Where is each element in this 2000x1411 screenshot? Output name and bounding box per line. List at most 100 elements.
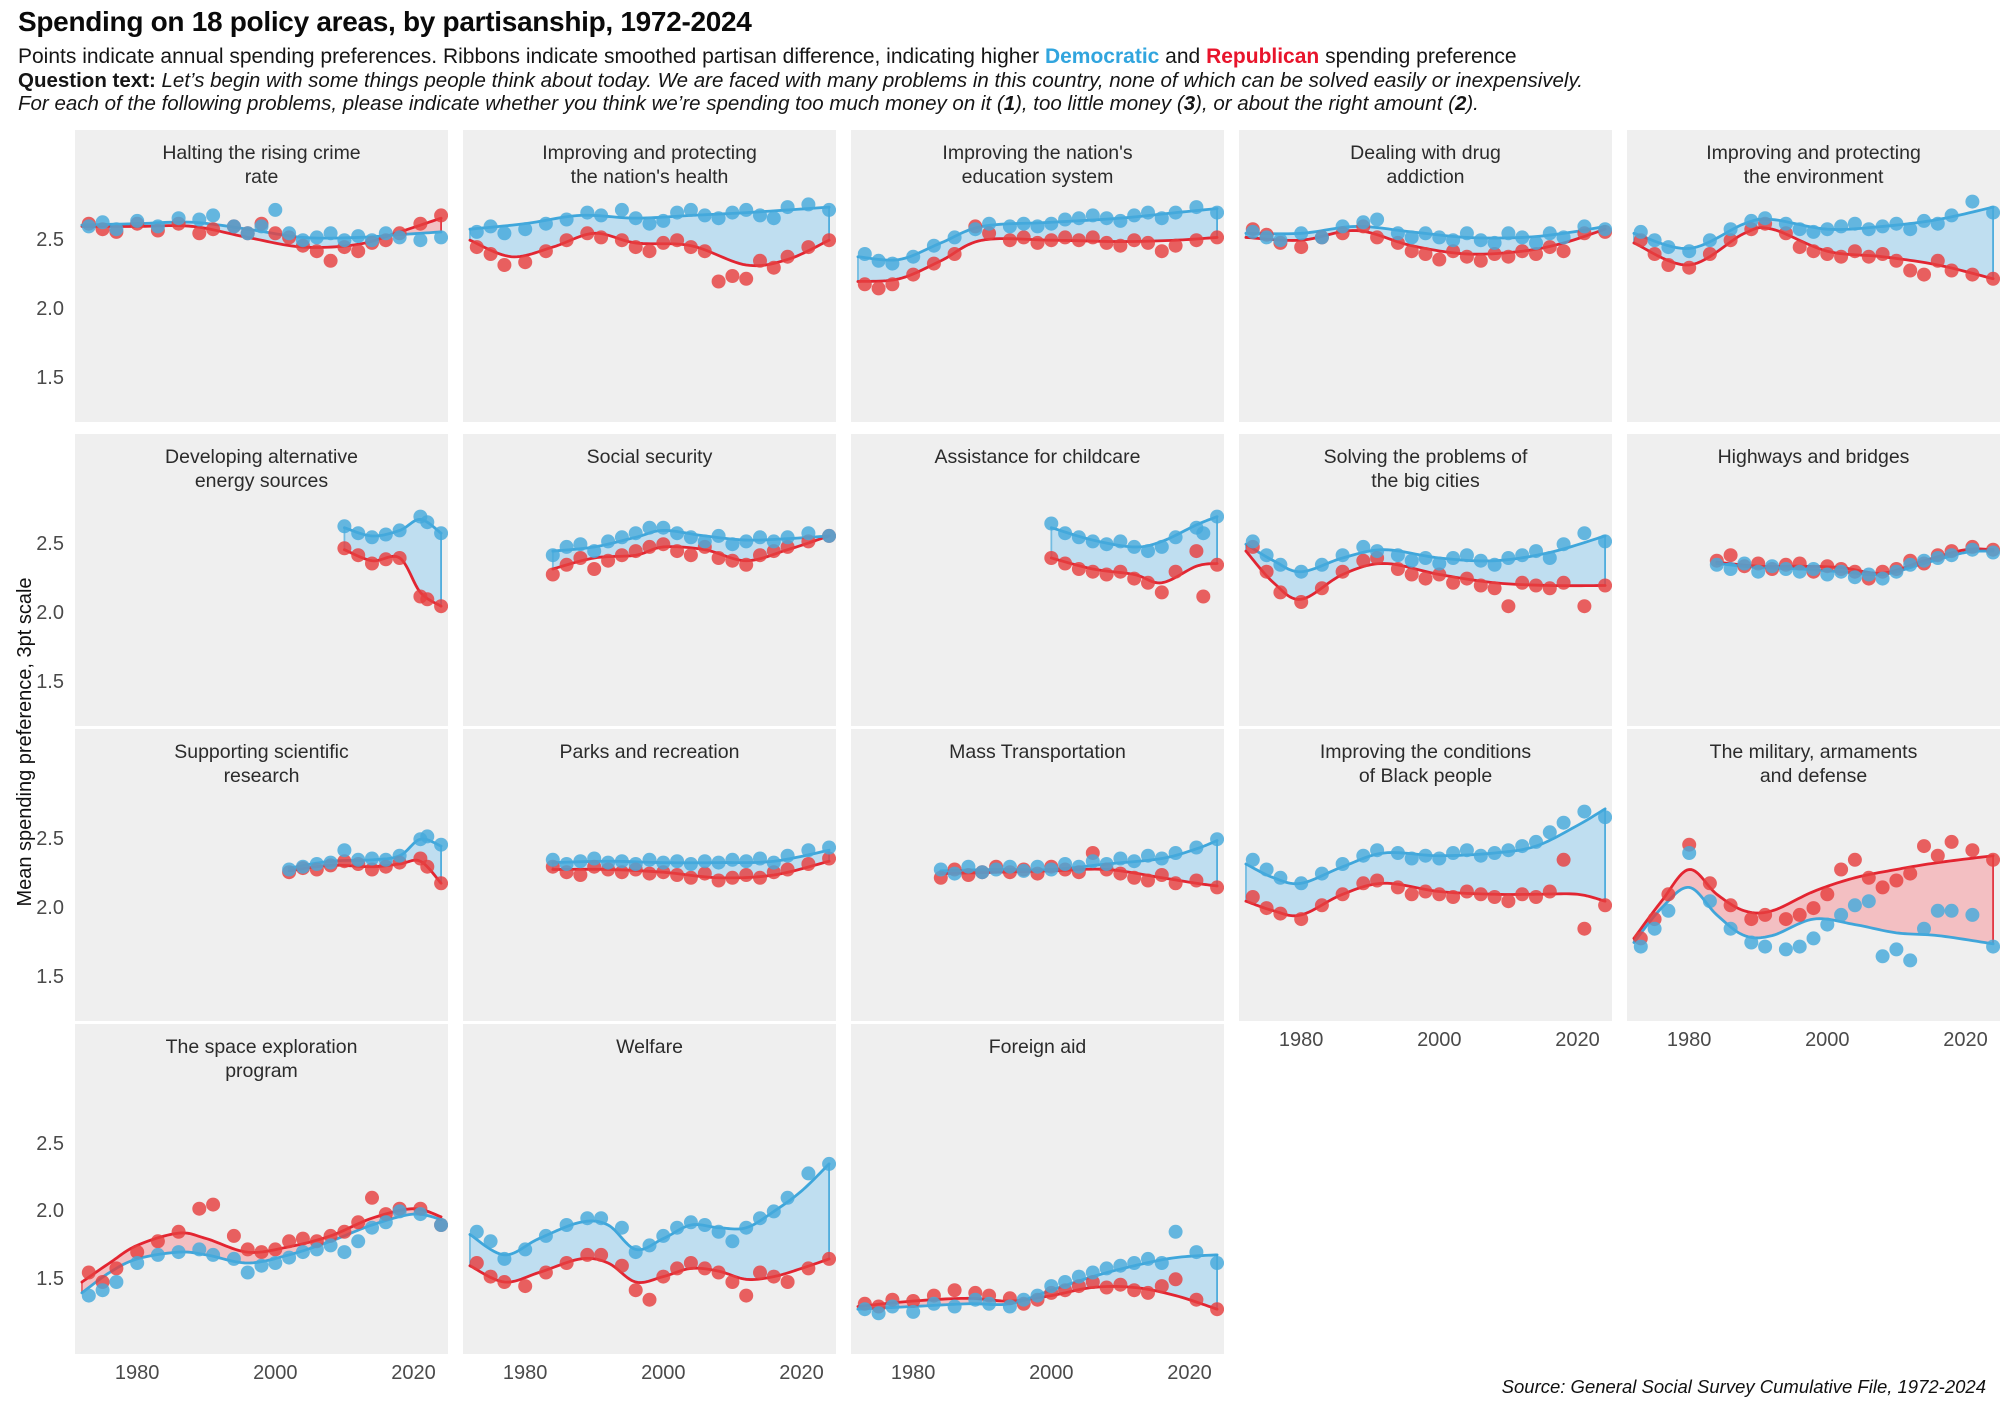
dem-point xyxy=(1965,542,1980,557)
rep-point xyxy=(1294,912,1309,927)
dem-point xyxy=(1834,219,1849,234)
rep-point xyxy=(1944,263,1959,278)
dem-point xyxy=(697,1218,712,1232)
dem-point xyxy=(1141,1251,1155,1266)
rep-point xyxy=(1141,575,1155,590)
rep-smoothed-line xyxy=(1632,226,1995,281)
dem-point xyxy=(1459,548,1474,563)
dem-point xyxy=(1273,233,1288,248)
rep-point xyxy=(1515,575,1530,590)
rep-point xyxy=(1154,244,1169,259)
rep-point xyxy=(1682,260,1697,275)
rep-point xyxy=(1446,575,1461,590)
dem-point xyxy=(323,1238,338,1253)
y-tick-label: 1.5 xyxy=(36,670,64,693)
panel-chart-mass-transportation xyxy=(933,832,1224,895)
rep-point xyxy=(309,244,324,259)
dem-point xyxy=(601,855,616,870)
dem-point xyxy=(1245,224,1260,239)
dem-point xyxy=(683,857,698,871)
rep-point xyxy=(192,1201,207,1216)
panel-welfare: Welfare xyxy=(463,1024,836,1354)
rep-point xyxy=(753,1265,767,1280)
dem-point xyxy=(573,537,588,552)
dem-point xyxy=(1210,205,1224,220)
rep-point xyxy=(670,544,685,559)
rep-point xyxy=(1356,553,1371,568)
rep-point xyxy=(906,267,921,282)
rep-point xyxy=(1432,567,1447,582)
dem-point xyxy=(1030,219,1045,234)
rep-point xyxy=(628,544,643,559)
dem-point xyxy=(656,1228,671,1243)
panel-title: Foreign aid xyxy=(988,1036,1087,1058)
rep-point xyxy=(725,553,740,568)
rep-point xyxy=(1314,581,1329,596)
x-tick-label: 2000 xyxy=(1417,1029,1462,1051)
rep-point xyxy=(753,870,767,885)
dem-point xyxy=(1889,942,1904,957)
rep-point xyxy=(1085,564,1100,579)
dem-point xyxy=(1875,949,1890,964)
dem-point xyxy=(282,226,297,241)
rep-point xyxy=(1127,1283,1142,1298)
rep-point xyxy=(780,249,795,264)
rep-point xyxy=(1501,249,1516,264)
rep-point xyxy=(642,539,657,554)
dem-point xyxy=(1189,1245,1204,1260)
panel-title: Welfare xyxy=(616,1036,683,1058)
dem-point xyxy=(483,219,498,234)
dem-point xyxy=(1556,537,1571,552)
dem-point xyxy=(1058,857,1073,871)
rep-point xyxy=(1141,873,1155,888)
dem-point xyxy=(1085,534,1100,549)
dem-point xyxy=(871,1306,886,1321)
panel-supporting-scientific-research: Supporting scientific research xyxy=(75,729,448,1021)
rep-point xyxy=(337,854,352,869)
dem-point xyxy=(1633,224,1648,239)
dem-point xyxy=(725,537,740,552)
dem-point xyxy=(545,548,560,563)
rep-point xyxy=(1210,557,1224,572)
dem-point xyxy=(822,1156,836,1171)
panel-title: Improving and protecting the nation's he… xyxy=(542,142,757,189)
panel-solving-the-problems-of-the-big-cities: Solving the problems of the big cities xyxy=(1239,434,1612,726)
dem-point xyxy=(1473,848,1488,863)
rep-point xyxy=(1702,876,1717,891)
rep-point xyxy=(378,552,393,567)
dem-point xyxy=(885,256,900,271)
rep-point xyxy=(1459,249,1474,264)
dem-point xyxy=(857,1302,872,1317)
panel-the-military-armaments-and-defense: The military, armaments and defense xyxy=(1627,729,2000,1021)
rep-point xyxy=(1529,578,1543,593)
dem-point xyxy=(1044,216,1059,231)
dem-point xyxy=(1577,526,1592,541)
rep-point xyxy=(1168,564,1183,579)
panel-chart-improving-the-conditions-of-black-people xyxy=(1244,804,1612,936)
rep-point xyxy=(1778,912,1793,927)
subtitle-and: and xyxy=(1159,45,1207,68)
x-tick-label: 2020 xyxy=(1943,1029,1988,1051)
y-tick-label: 2.0 xyxy=(36,1200,64,1223)
dem-point xyxy=(753,530,767,545)
dem-point xyxy=(1058,1275,1073,1289)
rep-point xyxy=(171,1224,186,1239)
dem-point xyxy=(1847,216,1862,231)
rep-point xyxy=(337,1224,352,1239)
rep-point xyxy=(587,562,602,576)
dem-point xyxy=(739,854,754,869)
dem-point xyxy=(1944,548,1959,563)
rep-point xyxy=(982,226,997,241)
dem-point xyxy=(594,208,609,223)
rep-point xyxy=(1556,244,1571,259)
dem-point xyxy=(483,1234,498,1249)
dem-point xyxy=(1071,211,1086,226)
dem-point xyxy=(323,226,338,241)
dem-point xyxy=(753,851,767,866)
dem-point xyxy=(1965,907,1980,922)
rep-point xyxy=(1099,567,1114,582)
dem-point xyxy=(1487,846,1502,860)
panel-chart-solving-the-problems-of-the-big-cities xyxy=(1244,526,1612,614)
dem-point xyxy=(392,1204,407,1219)
subtitle-republican-word: Republican xyxy=(1206,45,1320,68)
